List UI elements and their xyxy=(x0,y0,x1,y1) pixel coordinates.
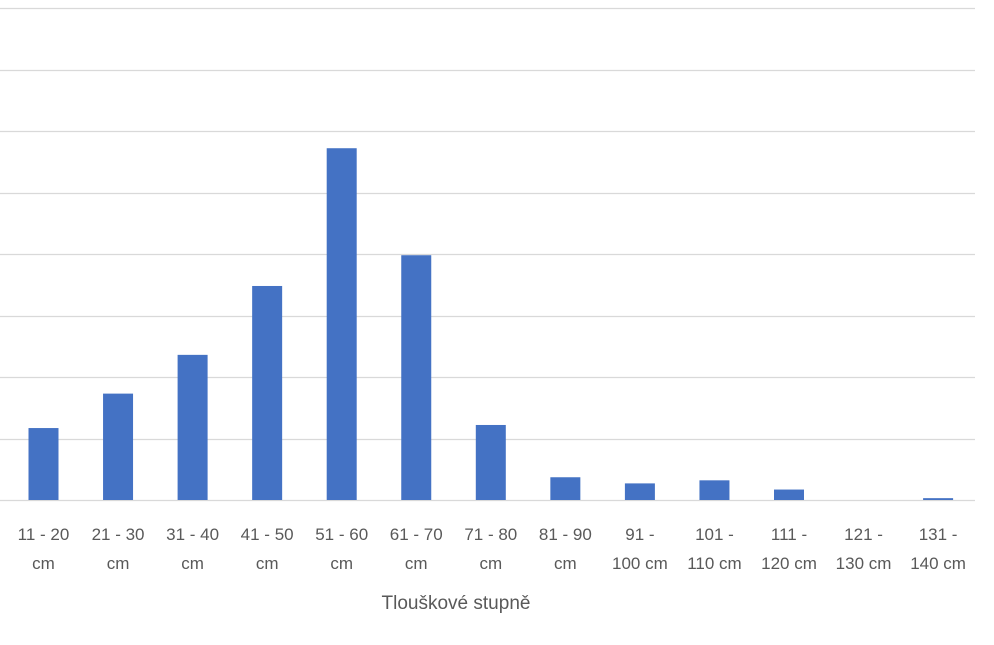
x-tick-label: 71 - 80 cm xyxy=(464,525,517,573)
x-tick-label: 81 - 90 cm xyxy=(539,525,592,573)
x-tick-label: 11 - 20 cm xyxy=(18,525,70,573)
x-tick-label: 21 - 30 cm xyxy=(92,525,145,573)
x-tick-label-line-2: 140 cm xyxy=(910,554,966,573)
x-tick-label: 41 - 50 cm xyxy=(241,525,294,573)
x-tick-label-line-2: cm xyxy=(479,554,502,573)
x-tick-label: 111 - 120 cm xyxy=(761,525,817,573)
bar-13 xyxy=(923,498,954,500)
x-tick-label-line-2: cm xyxy=(405,554,428,573)
x-tick-label-line-1: 41 - 50 xyxy=(241,525,294,544)
bar-3 xyxy=(177,354,208,500)
x-tick-label-line-2: cm xyxy=(32,554,55,573)
x-tick-label-line-1: 121 - xyxy=(844,525,883,544)
x-tick-label: 91 - 100 cm xyxy=(612,525,668,573)
x-axis-title: Tlouškové stupně xyxy=(382,593,531,614)
x-tick-label-line-2: 130 cm xyxy=(836,554,892,573)
x-tick-label-line-2: cm xyxy=(554,554,577,573)
x-tick-label-line-2: 100 cm xyxy=(612,554,668,573)
bar-6 xyxy=(401,255,432,500)
x-tick-label-line-2: cm xyxy=(107,554,130,573)
x-tick-label: 31 - 40 cm xyxy=(166,525,219,573)
x-tick-label-line-1: 111 - xyxy=(771,525,807,544)
x-tick-label-line-1: 51 - 60 xyxy=(315,525,368,544)
x-tick-label-line-2: cm xyxy=(330,554,353,573)
x-tick-label-line-1: 21 - 30 xyxy=(92,525,145,544)
x-tick-label-line-2: cm xyxy=(256,554,279,573)
gridlines xyxy=(0,7,975,502)
x-tick-label-line-2: 110 cm xyxy=(687,554,742,573)
bar-5 xyxy=(326,148,357,500)
bar-1 xyxy=(28,428,59,500)
x-tick-label-line-1: 91 - xyxy=(625,525,654,544)
x-tick-label: 121 - 130 cm xyxy=(836,525,892,573)
x-tick-label-line-1: 31 - 40 xyxy=(166,525,219,544)
x-tick-label: 101 - 110 cm xyxy=(687,525,742,573)
bar-8 xyxy=(550,477,581,500)
x-tick-label: 51 - 60 cm xyxy=(315,525,368,573)
x-tick-label: 131 - 140 cm xyxy=(910,525,966,573)
bar-9 xyxy=(624,483,655,500)
bar-4 xyxy=(252,285,283,500)
x-tick-label-line-1: 71 - 80 xyxy=(464,525,517,544)
bars xyxy=(28,148,954,500)
x-tick-label-line-1: 101 - xyxy=(695,525,734,544)
bar-2 xyxy=(103,393,134,500)
x-tick-label-line-2: cm xyxy=(181,554,204,573)
x-tick-label-line-1: 11 - 20 xyxy=(18,525,70,544)
x-tick-label-line-1: 81 - 90 xyxy=(539,525,592,544)
x-tick-label-line-1: 61 - 70 xyxy=(390,525,443,544)
x-tick-label: 61 - 70 cm xyxy=(390,525,443,573)
bar-7 xyxy=(475,424,506,500)
x-tick-label-line-1: 131 - xyxy=(919,525,958,544)
bar-10 xyxy=(699,480,730,500)
x-tick-label-line-2: 120 cm xyxy=(761,554,817,573)
bar-11 xyxy=(774,489,804,500)
